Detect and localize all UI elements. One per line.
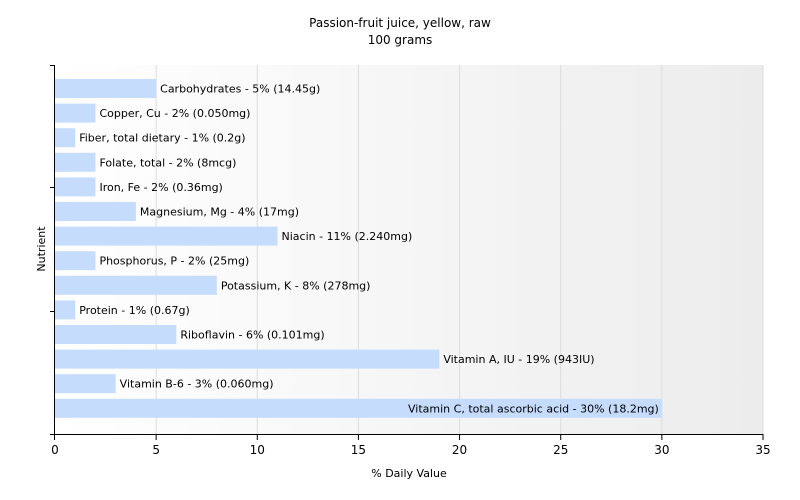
x-tick-label: 20 [452,443,467,457]
bar-label: Vitamin B-6 - 3% (0.060mg) [120,378,274,391]
bar-label: Niacin - 11% (2.240mg) [282,230,413,243]
bar-label: Fiber, total dietary - 1% (0.2g) [79,132,245,145]
bar [55,300,76,320]
x-tick-label: 25 [553,443,568,457]
x-tick-label: 15 [351,443,366,457]
bar [55,202,136,221]
bar [55,103,96,123]
bar-label: Vitamin C, total ascorbic acid - 30% (18… [408,402,659,415]
x-tick-label: 35 [755,443,770,457]
plot-background [55,65,763,434]
bar-label: Folate, total - 2% (8mcg) [99,156,236,169]
bar-label: Carbohydrates - 5% (14.45g) [160,83,320,96]
bar [55,152,96,172]
bar [55,177,96,197]
x-tick-label: 5 [152,443,160,457]
grid-lines [155,65,764,434]
bar [55,226,278,246]
bar-label: Protein - 1% (0.67g) [79,304,190,317]
y-axis-label: Nutrient [35,226,48,272]
bar-label: Potassium, K - 8% (278mg) [221,279,371,292]
chart-title: Passion-fruit juice, yellow, raw [309,16,491,30]
bar-labels: Carbohydrates - 5% (14.45g) Copper, Cu - … [79,83,659,416]
axes [50,65,763,435]
bar [55,325,177,344]
bar [55,128,76,148]
bar [55,79,157,98]
bar [55,275,217,295]
bar-label: Phosphorus, P - 2% (25mg) [99,255,249,268]
bar-label: Iron, Fe - 2% (0.36mg) [99,181,222,194]
x-axis-label: % Daily Value [371,467,447,480]
bar [55,374,116,394]
bars [55,79,662,418]
x-tick-label: 0 [51,443,59,457]
x-axis-ticks: 0 5 10 15 20 25 30 35 [51,434,771,457]
bar [55,349,440,369]
chart-subtitle: 100 grams [368,33,433,47]
bar-label: Riboflavin - 6% (0.101mg) [180,329,324,342]
x-tick-label: 30 [654,443,669,457]
bar [55,251,96,271]
bar-label: Copper, Cu - 2% (0.050mg) [99,107,250,120]
bar-label: Vitamin A, IU - 19% (943IU) [443,353,594,366]
bar [55,398,662,418]
x-tick-label: 10 [250,443,265,457]
bar-label: Magnesium, Mg - 4% (17mg) [140,206,299,219]
